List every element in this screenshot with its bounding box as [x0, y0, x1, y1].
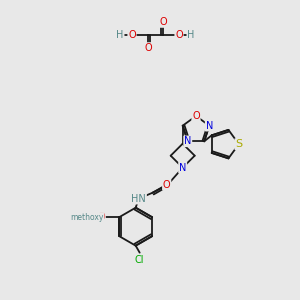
Text: O: O — [159, 17, 167, 27]
Text: Cl: Cl — [135, 255, 144, 265]
Text: O: O — [175, 30, 183, 40]
Text: HN: HN — [131, 194, 146, 204]
Text: S: S — [235, 139, 242, 149]
Text: O: O — [192, 111, 200, 121]
Text: O: O — [98, 212, 105, 222]
Text: O: O — [144, 43, 152, 53]
Text: N: N — [206, 121, 213, 131]
Text: O: O — [128, 30, 136, 40]
Text: H: H — [187, 30, 195, 40]
Text: N: N — [184, 136, 191, 146]
Text: O: O — [163, 180, 170, 190]
Text: N: N — [179, 163, 186, 173]
Text: methoxy: methoxy — [70, 213, 104, 222]
Text: H: H — [116, 30, 124, 40]
